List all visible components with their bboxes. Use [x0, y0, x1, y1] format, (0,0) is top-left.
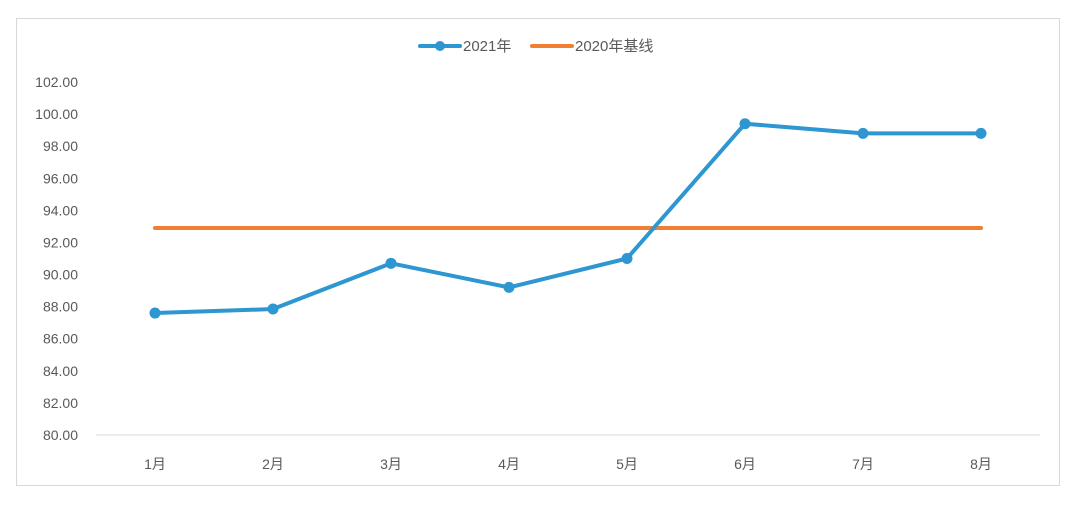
legend-item: 2020年基线 — [530, 38, 653, 55]
y-tick-label: 96.00 — [43, 170, 78, 186]
legend-label: 2020年基线 — [575, 38, 653, 55]
data-point — [857, 127, 869, 139]
y-tick-label: 82.00 — [43, 395, 78, 411]
chart-frame — [16, 18, 1060, 486]
legend-marker — [435, 41, 445, 51]
y-tick-label: 86.00 — [43, 331, 78, 347]
x-tick-label: 8月 — [970, 456, 992, 472]
y-tick-label: 98.00 — [43, 138, 78, 154]
data-point — [267, 303, 279, 315]
y-tick-label: 100.00 — [35, 106, 78, 122]
legend: 2021年 2020年基线 — [418, 38, 653, 55]
y-tick-label: 92.00 — [43, 234, 78, 250]
data-point — [975, 127, 987, 139]
data-point — [149, 307, 161, 319]
x-axis: 1月 2月 3月 4月 5月 6月 7月 8月 — [96, 434, 1040, 472]
y-tick-label: 88.00 — [43, 299, 78, 315]
series-layer — [149, 118, 987, 319]
data-point — [503, 281, 515, 293]
x-tick-label: 5月 — [616, 456, 638, 472]
legend-label: 2021年 — [463, 38, 511, 55]
data-point — [621, 253, 633, 264]
x-tick-label: 4月 — [498, 456, 520, 472]
x-tick-label: 7月 — [852, 456, 874, 472]
data-point — [385, 257, 397, 269]
x-tick-label: 2月 — [262, 456, 284, 472]
y-axis: 80.00 82.00 84.00 86.00 88.00 90.00 92.00 94.00… — [35, 74, 78, 443]
x-tick-label: 1月 — [144, 456, 166, 472]
y-tick-label: 84.00 — [43, 363, 78, 379]
x-tick-label: 6月 — [734, 456, 756, 472]
y-tick-label: 90.00 — [43, 267, 78, 283]
y-tick-label: 80.00 — [43, 427, 78, 443]
y-tick-label: 94.00 — [43, 202, 78, 218]
series-line — [153, 121, 983, 316]
legend-item: 2021年 — [418, 38, 511, 55]
y-tick-label: 102.00 — [35, 74, 78, 90]
data-point — [739, 118, 751, 130]
x-tick-label: 3月 — [380, 456, 402, 472]
